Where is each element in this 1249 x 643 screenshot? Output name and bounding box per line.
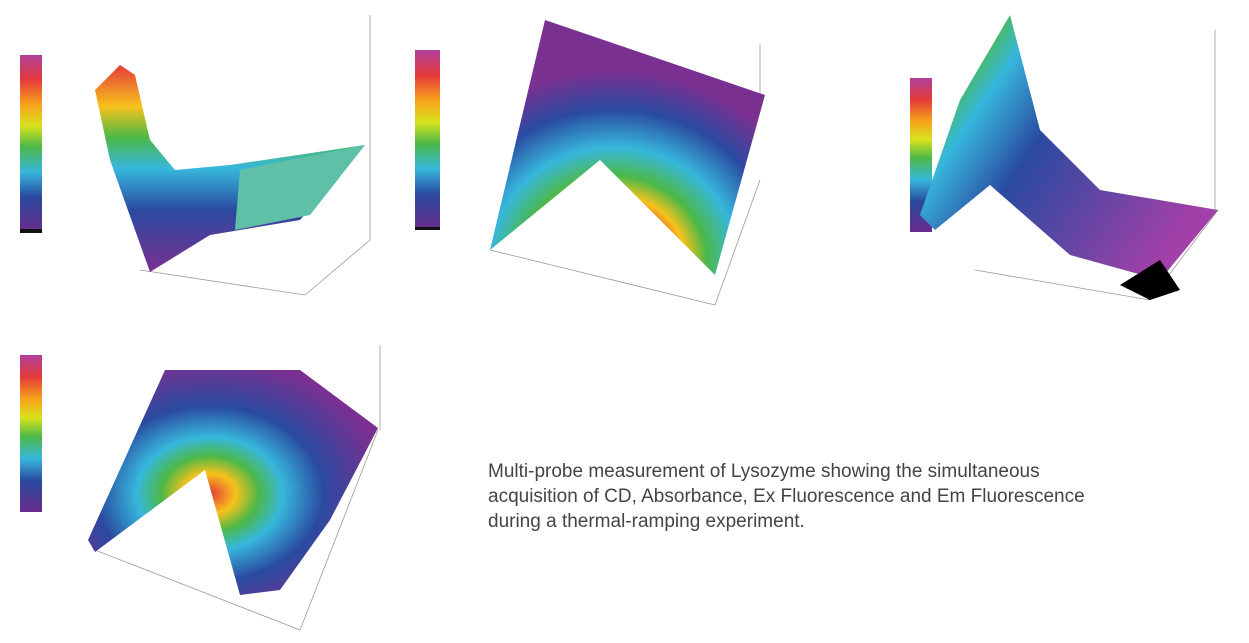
surfaces xyxy=(88,15,1218,595)
caption-line: during a thermal-ramping experiment. xyxy=(488,511,805,532)
caption: Multi-probe measurement of Lysozyme show… xyxy=(488,459,1085,534)
colorbars xyxy=(20,50,932,512)
caption-line: acquisition of CD, Absorbance, Ex Fluore… xyxy=(488,486,1085,507)
caption-line: Multi-probe measurement of Lysozyme show… xyxy=(488,461,1040,482)
axes xyxy=(94,15,1219,631)
